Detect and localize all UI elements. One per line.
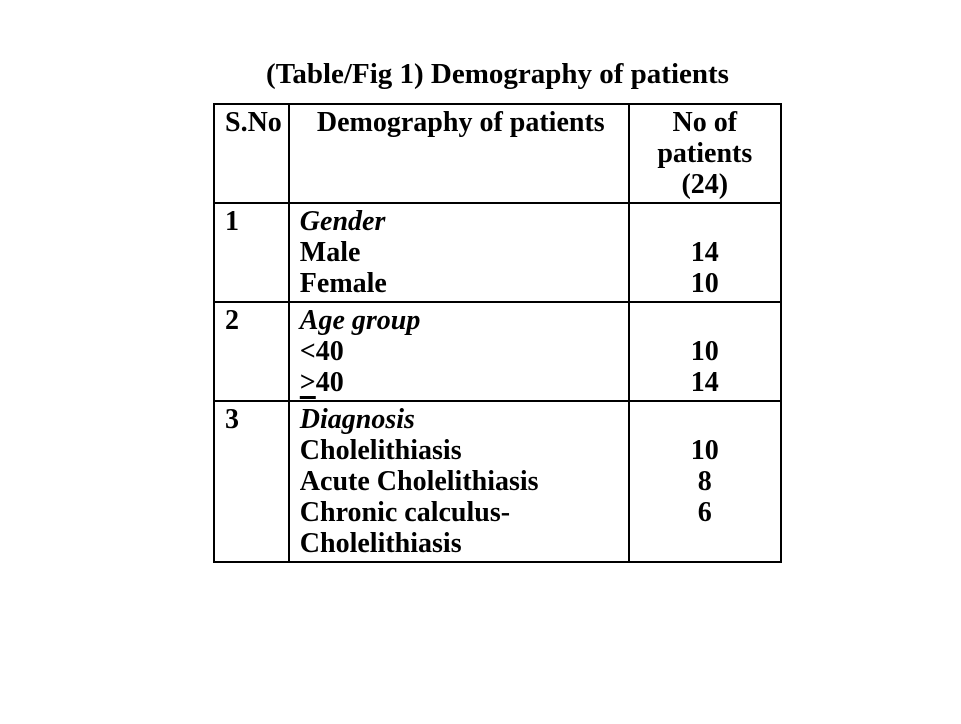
header-demography: Demography of patients — [287, 103, 630, 204]
category-label: Diagnosis — [299, 404, 415, 435]
header-sno: S.No — [213, 103, 290, 204]
item-value: 10 — [690, 336, 719, 367]
item-label: Chronic calculus- — [299, 497, 511, 528]
blank-line — [636, 404, 774, 435]
count-cell: 14 10 — [627, 202, 782, 303]
table-row: 1 Gender Male Female 14 10 — [213, 202, 782, 303]
header-no-of-patients: No of patients (24) — [627, 103, 782, 204]
demography-cell: Age group <40 >40 — [287, 301, 630, 402]
item-label: Female — [299, 268, 387, 299]
sno-cell: 3 — [213, 400, 290, 563]
count-cell: 10 14 — [627, 301, 782, 402]
item-label: >40 — [299, 367, 344, 398]
item-value: 10 — [690, 435, 719, 466]
header-line: (24) — [681, 169, 729, 200]
item-label: Male — [299, 237, 361, 268]
category-label: Age group — [299, 305, 421, 336]
table-row: 3 Diagnosis Cholelithiasis Acute Cholelithi… — [213, 400, 782, 563]
item-value: 10 — [690, 268, 719, 299]
count-cell: 10 8 6 — [627, 400, 782, 563]
sno-cell: 1 — [213, 202, 290, 303]
item-value: 14 — [690, 367, 719, 398]
blank-line — [636, 305, 774, 336]
header-line: patients — [657, 138, 753, 169]
item-value: 8 — [697, 466, 712, 497]
table-header: S.No Demography of patients No of patient… — [213, 103, 782, 204]
demography-cell: Diagnosis Cholelithiasis Acute Cholelithia… — [287, 400, 630, 563]
item-label: Acute Cholelithiasis — [299, 466, 539, 497]
sno-cell: 2 — [213, 301, 290, 402]
item-value — [636, 528, 774, 559]
demography-table: S.No Demography of patients No of patient… — [213, 103, 782, 563]
demography-cell: Gender Male Female — [287, 202, 630, 303]
item-label: Cholelithiasis — [299, 435, 462, 466]
item-label: <40 — [299, 336, 344, 367]
header-line: No of — [672, 107, 738, 138]
item-value: 14 — [690, 237, 719, 268]
table-body: 1 Gender Male Female 14 10 2 Age group <40 >40 1… — [213, 202, 782, 563]
figure-title: (Table/Fig 1) Demography of patients — [266, 58, 729, 90]
item-value: 6 — [697, 497, 712, 528]
blank-line — [636, 206, 774, 237]
item-label: Cholelithiasis — [299, 528, 462, 559]
category-label: Gender — [299, 206, 386, 237]
header-row: S.No Demography of patients No of patient… — [213, 103, 782, 204]
table-row: 2 Age group <40 >40 10 14 — [213, 301, 782, 402]
underlined-symbol: > — [299, 367, 316, 398]
